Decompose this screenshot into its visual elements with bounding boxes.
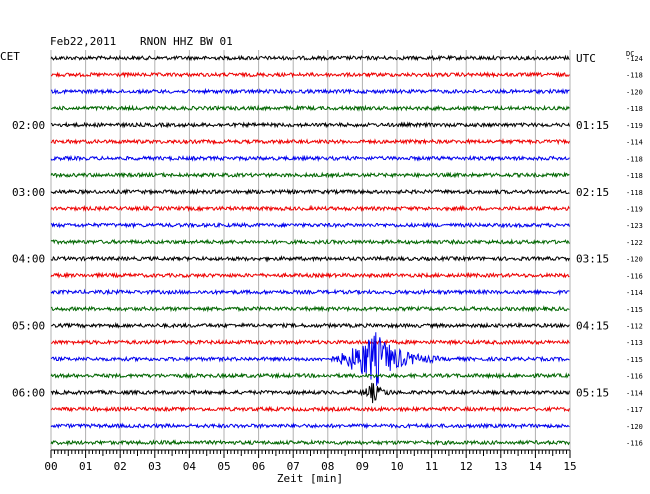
utc-hour-label: UTC (576, 52, 596, 65)
x-tick-label: 12 (460, 460, 473, 473)
trace-row-15 (50, 305, 570, 313)
dc-offset-label: -114 (626, 389, 643, 397)
dc-offset-label: -115 (626, 356, 643, 364)
x-tick-label: 08 (321, 460, 334, 473)
dc-offset-label: -122 (626, 239, 643, 247)
trace-row-0 (50, 54, 570, 62)
dc-offset-label: -118 (626, 189, 643, 197)
cet-hour-label: 05:00 (12, 320, 45, 333)
trace-row-10 (50, 221, 570, 229)
trace-row-11 (50, 238, 570, 246)
dc-offset-label: -118 (626, 172, 643, 180)
trace-row-7 (50, 171, 570, 179)
x-tick-label: 01 (79, 460, 92, 473)
dc-offset-label: -116 (626, 440, 643, 448)
chart-date-title: Feb22,2011 (50, 35, 116, 48)
cet-axis-label: CET (0, 50, 20, 63)
x-tick-label: 06 (252, 460, 265, 473)
grid (50, 50, 571, 453)
trace-row-6 (50, 154, 570, 162)
cet-hour-label: 04:00 (12, 253, 45, 266)
trace-row-16 (50, 321, 570, 330)
dc-offset-label: -115 (626, 306, 643, 314)
trace-row-8 (50, 188, 570, 196)
trace-row-21 (50, 405, 570, 413)
x-tick-label: 14 (529, 460, 543, 473)
station-label: RNON HHZ BW 01 (140, 35, 233, 48)
trace-row-14 (50, 288, 570, 296)
dc-offset-label: -114 (626, 139, 643, 147)
x-tick-label: 04 (183, 460, 197, 473)
cet-hour-label: 06:00 (12, 386, 45, 399)
dc-offset-label: -116 (626, 272, 643, 280)
x-tick-label: 11 (425, 460, 438, 473)
dc-offset-label: -119 (626, 122, 643, 130)
dc-offset-label: -117 (626, 406, 643, 414)
dc-offset-label: -118 (626, 105, 643, 113)
label-group: Feb22,2011 RNON HHZ BW 01 CET DC Zeit [m… (0, 35, 643, 485)
trace-row-3 (50, 104, 570, 112)
utc-hour-label: 03:15 (576, 253, 609, 266)
dc-offset-label: -120 (626, 88, 643, 96)
dc-offset-label: -119 (626, 205, 643, 213)
x-tick-label: 13 (494, 460, 507, 473)
trace-row-19 (50, 372, 570, 380)
dc-offset-label: -114 (626, 289, 643, 297)
x-tick-label: 10 (390, 460, 403, 473)
dc-offset-label: -118 (626, 155, 643, 163)
x-tick-label: 02 (114, 460, 127, 473)
trace-row-5 (50, 138, 570, 146)
utc-hour-label: 01:15 (576, 119, 609, 132)
time-axis: 00 01 02 03 04 05 06 07 08 09 10 11 12 13 14 15 (44, 449, 577, 473)
dc-offset-label: -112 (626, 323, 643, 331)
trace-row-4 (50, 121, 570, 129)
x-tick-label: 03 (148, 460, 161, 473)
dc-offset-label: -120 (626, 256, 643, 264)
x-tick-label: 15 (563, 460, 576, 473)
x-tick-label: 00 (44, 460, 57, 473)
trace-row-22 (50, 422, 570, 430)
utc-hour-label: 04:15 (576, 320, 609, 333)
dc-offset-label: -124 (626, 55, 643, 63)
x-axis-title: Zeit [min] (277, 472, 343, 485)
trace-row-2 (50, 87, 570, 96)
dc-header-label: DC (626, 50, 634, 58)
trace-row-18 (50, 332, 570, 386)
dc-offset-label: -113 (626, 339, 643, 347)
x-tick-label: 07 (287, 460, 300, 473)
dc-offset-label: -120 (626, 423, 643, 431)
trace-row-23 (50, 439, 570, 447)
trace-row-17 (51, 338, 570, 346)
trace-row-12 (50, 255, 570, 263)
trace-row-13 (50, 271, 570, 279)
dc-offset-label: -116 (626, 373, 643, 381)
cet-hour-label: 03:00 (12, 186, 45, 199)
dc-offset-label: -118 (626, 72, 643, 80)
cet-hour-label: 02:00 (12, 119, 45, 132)
dc-offset-label: -123 (626, 222, 643, 230)
trace-row-9 (50, 204, 570, 213)
utc-hour-label: 02:15 (576, 186, 609, 199)
x-tick-label: 09 (356, 460, 369, 473)
trace-row-20 (50, 382, 570, 404)
trace-group (50, 54, 570, 447)
trace-row-1 (51, 71, 570, 79)
utc-hour-label: 05:15 (576, 386, 609, 399)
x-tick-label: 05 (217, 460, 230, 473)
